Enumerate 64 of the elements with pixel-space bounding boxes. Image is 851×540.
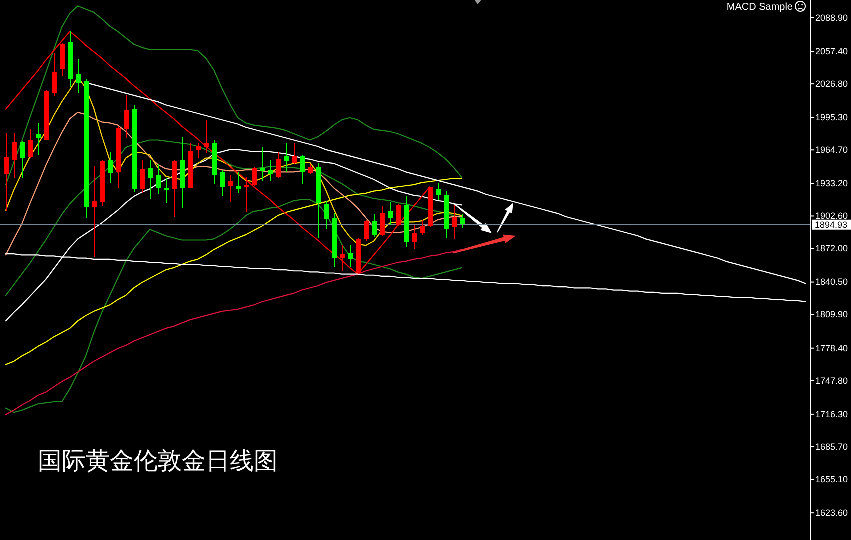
- candlestick: [20, 140, 25, 180]
- candlestick: [396, 204, 401, 227]
- candlestick: [4, 132, 9, 212]
- annotation: MACD Sample: [726, 2, 794, 13]
- y-tick-label: 1840.50: [816, 277, 848, 288]
- candlestick: [244, 176, 249, 214]
- candlestick: [300, 154, 305, 184]
- y-tick-label: 1964.70: [816, 145, 848, 156]
- candlestick: [12, 132, 17, 180]
- candlestick: [460, 214, 465, 230]
- candlestick: [380, 206, 385, 237]
- candlestick: [220, 170, 225, 198]
- y-tick-label: 1778.40: [816, 343, 848, 354]
- candlestick: [92, 165, 97, 258]
- y-tick-label: 1655.10: [816, 474, 848, 484]
- candlestick: [108, 151, 113, 184]
- candlestick: [148, 160, 153, 200]
- candlestick: [236, 172, 241, 194]
- candlestick: [76, 58, 81, 94]
- line-series: [5, 178, 463, 366]
- ref-line-label: 1894.93: [815, 220, 848, 230]
- candlestick: [204, 120, 209, 154]
- candlestick: [364, 220, 369, 242]
- y-tick-label: 1933.20: [816, 178, 848, 189]
- text: 国际黄金伦敦金日线图: [38, 448, 278, 475]
- y-tick-label: 1685.70: [816, 442, 848, 452]
- candlestick: [156, 164, 161, 196]
- y-tick-label: 2057.40: [816, 46, 848, 56]
- candlestick: [436, 182, 441, 200]
- y-tick-label: 1995.30: [816, 112, 848, 122]
- candlestick: [348, 245, 353, 268]
- candlestick: [292, 142, 297, 166]
- candlestick: [140, 160, 145, 194]
- line-series: [5, 199, 463, 414]
- y-tick-label: 2026.80: [816, 78, 848, 89]
- candlestick: [284, 142, 289, 173]
- candlestick: [388, 201, 393, 226]
- line-series: [5, 249, 463, 416]
- y-tick-label: 1623.60: [816, 508, 848, 518]
- line-series: [5, 6, 463, 186]
- candlestick: [228, 174, 233, 202]
- candlestick: [196, 142, 201, 159]
- candlestick: [324, 200, 329, 230]
- candlestick: [268, 160, 273, 182]
- y-tick-label: 1747.80: [816, 376, 848, 386]
- candlestick: [28, 129, 33, 159]
- candlestick: [164, 178, 169, 204]
- candlestick: [260, 147, 265, 182]
- candlestick: [452, 204, 457, 240]
- y-tick-label: 1872.00: [816, 244, 848, 254]
- candlestick: [36, 122, 41, 156]
- candlestick: [124, 95, 129, 139]
- y-tick-label: 1716.30: [816, 409, 848, 420]
- candlestick: [252, 166, 257, 186]
- candlestick: [308, 164, 313, 175]
- candlestick: [340, 245, 345, 272]
- candlestick: [372, 214, 377, 238]
- candlestick: [412, 224, 417, 250]
- y-tick-label: 2088.90: [816, 12, 848, 23]
- candlestick: [52, 52, 57, 98]
- y-tick-label: 1809.90: [816, 310, 848, 320]
- candlestick: [276, 151, 281, 180]
- candlestick: [420, 220, 425, 236]
- y-tick-label: 1902.60: [816, 211, 848, 222]
